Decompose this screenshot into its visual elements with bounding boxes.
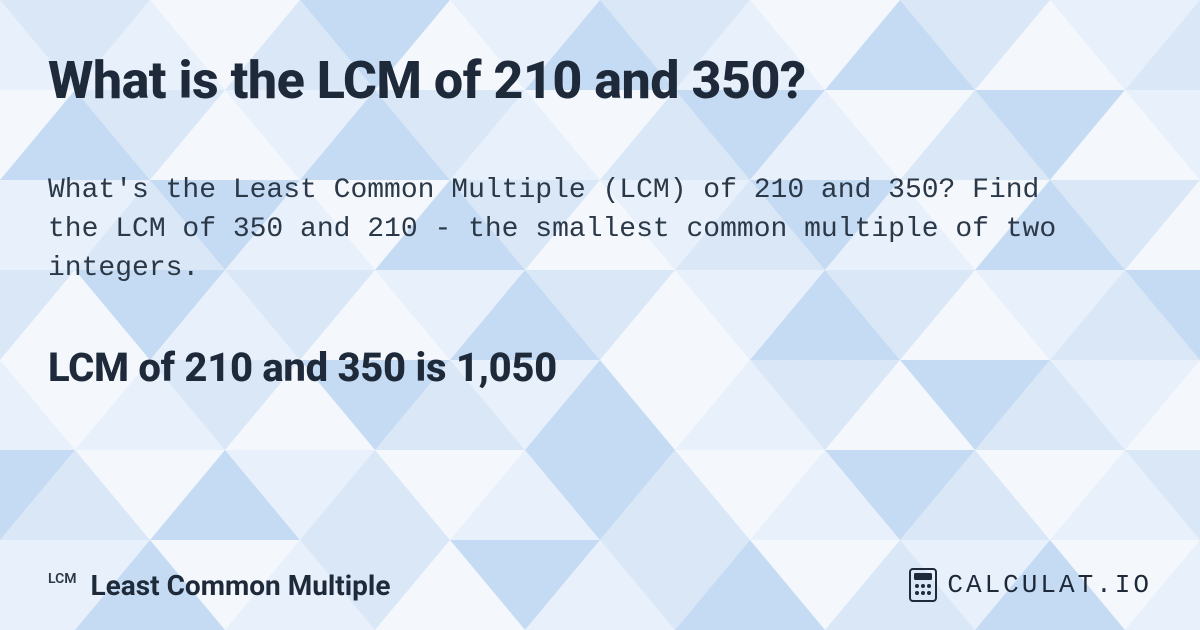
calculator-icon bbox=[909, 568, 937, 602]
footer-right: CALCULAT.IO bbox=[909, 568, 1152, 602]
footer: LCM Least Common Multiple CALCULAT.IO bbox=[48, 568, 1152, 602]
result-text: LCM of 210 and 350 is 1,050 bbox=[48, 344, 1152, 391]
content-area: What is the LCM of 210 and 350? What's t… bbox=[0, 0, 1200, 630]
footer-left: LCM Least Common Multiple bbox=[48, 569, 390, 602]
description-text: What's the Least Common Multiple (LCM) o… bbox=[48, 171, 1098, 289]
footer-label: Least Common Multiple bbox=[91, 569, 391, 602]
brand-text: CALCULAT.IO bbox=[947, 570, 1152, 600]
lcm-badge: LCM bbox=[48, 571, 77, 587]
page-title: What is the LCM of 210 and 350? bbox=[48, 50, 1152, 111]
